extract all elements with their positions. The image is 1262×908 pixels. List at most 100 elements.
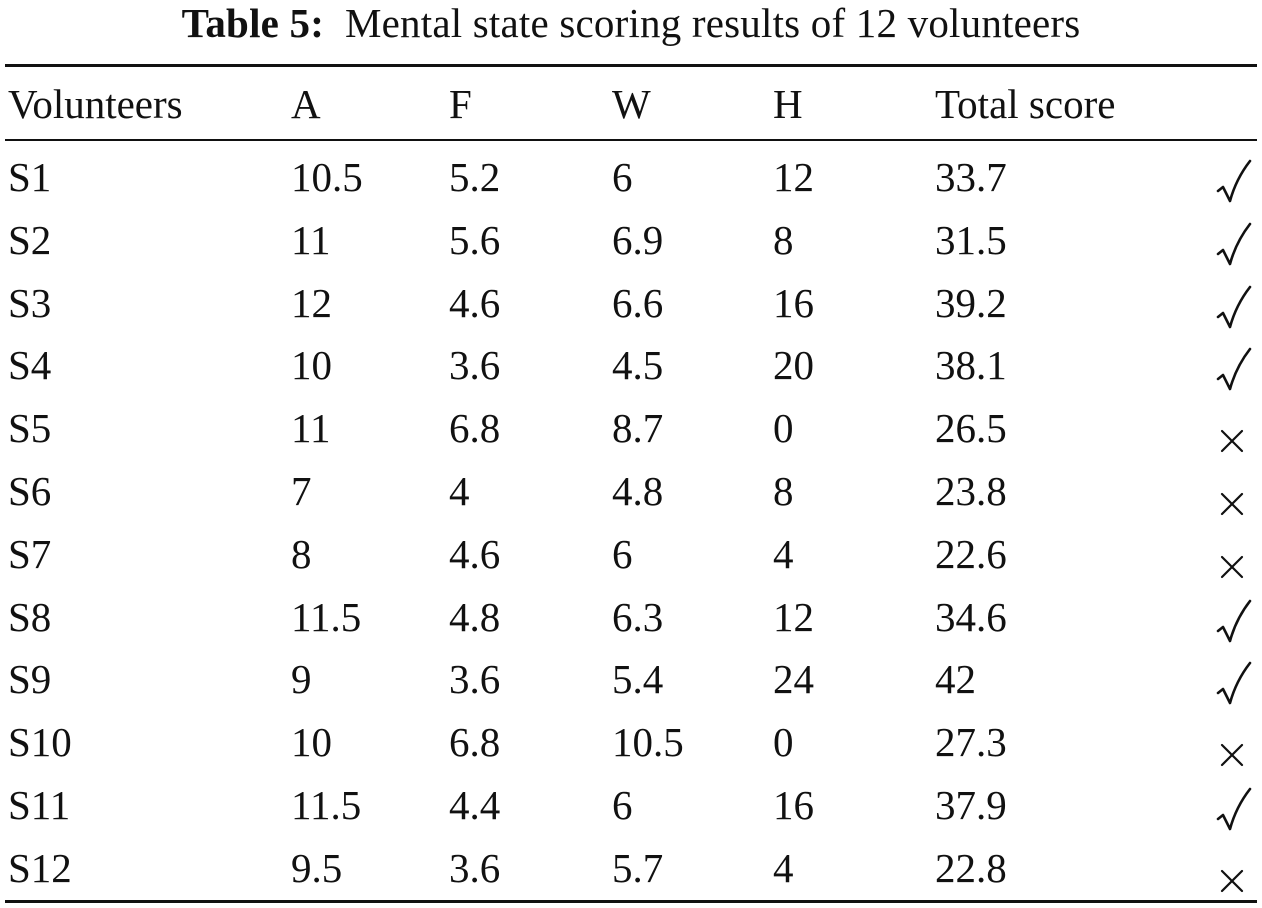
table-row: S12 9.5 3.6 5.7 4 22.8 <box>0 836 1262 900</box>
cell-volunteer: S6 <box>8 468 52 514</box>
cell-a: 8 <box>291 530 312 577</box>
cell-a: 11 <box>291 216 331 263</box>
check-mark-icon <box>1212 773 1252 837</box>
cell-a: 11 <box>291 405 331 452</box>
cell-f: 4.6 <box>449 530 501 577</box>
cell-f: 3.6 <box>449 844 501 891</box>
table-row: S4 10 3.6 4.5 20 38.1 <box>0 333 1262 397</box>
cell-w: 6 <box>612 782 633 828</box>
table-row: S5 11 6.8 8.7 0 26.5 <box>0 396 1262 460</box>
table-top-rule <box>5 64 1257 67</box>
cell-volunteer: S9 <box>8 656 52 703</box>
table-caption-label: Table 5: <box>181 0 325 46</box>
cell-h: 8 <box>773 468 794 514</box>
cell-f: 5.2 <box>449 154 501 200</box>
cell-a: 10.5 <box>291 154 363 200</box>
cell-a: 9.5 <box>291 844 343 891</box>
cell-total-score: 31.5 <box>935 216 1007 263</box>
cell-w: 6.9 <box>612 216 664 263</box>
table-header-rule <box>5 139 1257 141</box>
cell-f: 6.8 <box>449 405 501 452</box>
cell-f: 6.8 <box>449 719 501 766</box>
cell-w: 4.5 <box>612 342 664 389</box>
cell-a: 11.5 <box>291 782 362 828</box>
cell-a: 12 <box>291 279 332 326</box>
check-mark-icon <box>1212 145 1252 209</box>
table-row: S8 11.5 4.8 6.3 12 34.6 <box>0 585 1262 649</box>
cell-h: 8 <box>773 216 794 263</box>
table-row: S2 11 5.6 6.9 8 31.5 <box>0 208 1262 272</box>
cell-volunteer: S10 <box>8 719 72 766</box>
cell-a: 10 <box>291 342 332 389</box>
table-row: S3 12 4.6 6.6 16 39.2 <box>0 271 1262 335</box>
cell-total-score: 26.5 <box>935 405 1007 452</box>
cell-total-score: 42 <box>935 656 976 703</box>
cell-w: 10.5 <box>612 719 684 766</box>
cell-volunteer: S1 <box>8 154 52 200</box>
cell-total-score: 22.6 <box>935 530 1007 577</box>
check-mark-icon <box>1212 585 1252 649</box>
cell-total-score: 37.9 <box>935 782 1007 828</box>
cell-h: 16 <box>773 279 814 326</box>
cell-total-score: 23.8 <box>935 468 1007 514</box>
cell-total-score: 33.7 <box>935 154 1007 200</box>
cross-mark-icon <box>1212 710 1252 774</box>
cell-h: 0 <box>773 405 794 452</box>
cell-total-score: 27.3 <box>935 719 1007 766</box>
header-a: A <box>291 81 321 127</box>
cell-f: 4.8 <box>449 593 501 640</box>
table-row: S6 7 4 4.8 8 23.8 <box>0 459 1262 523</box>
cell-h: 24 <box>773 656 814 703</box>
table-row: S11 11.5 4.4 6 16 37.9 <box>0 773 1262 837</box>
header-total-score: Total score <box>935 81 1116 127</box>
cross-mark-icon <box>1212 836 1252 900</box>
cell-volunteer: S8 <box>8 593 52 640</box>
cell-volunteer: S2 <box>8 216 52 263</box>
cell-w: 8.7 <box>612 405 664 452</box>
cell-total-score: 34.6 <box>935 593 1007 640</box>
cell-f: 5.6 <box>449 216 501 263</box>
cell-w: 6.3 <box>612 593 664 640</box>
cell-h: 4 <box>773 530 794 577</box>
cell-f: 3.6 <box>449 342 501 389</box>
cell-volunteer: S4 <box>8 342 52 389</box>
check-mark-icon <box>1212 208 1252 272</box>
header-volunteers: Volunteers <box>8 81 183 127</box>
cell-f: 4.4 <box>449 782 501 828</box>
check-mark-icon <box>1212 647 1252 711</box>
cell-h: 20 <box>773 342 814 389</box>
cross-mark-icon <box>1212 459 1252 523</box>
header-w: W <box>612 81 651 127</box>
cell-a: 10 <box>291 719 332 766</box>
cell-w: 5.4 <box>612 656 664 703</box>
cell-f: 3.6 <box>449 656 501 703</box>
cell-a: 9 <box>291 656 312 703</box>
cell-f: 4.6 <box>449 279 501 326</box>
cell-total-score: 38.1 <box>935 342 1007 389</box>
cell-volunteer: S5 <box>8 405 52 452</box>
cell-h: 0 <box>773 719 794 766</box>
header-f: F <box>449 81 472 127</box>
cell-w: 5.7 <box>612 844 664 891</box>
cell-w: 6 <box>612 154 633 200</box>
cell-h: 12 <box>773 154 814 200</box>
cell-volunteer: S7 <box>8 530 52 577</box>
cell-w: 6 <box>612 530 633 577</box>
check-mark-icon <box>1212 271 1252 335</box>
table-bottom-rule <box>5 900 1257 903</box>
cross-mark-icon <box>1212 522 1252 586</box>
cell-volunteer: S12 <box>8 844 72 891</box>
cell-total-score: 39.2 <box>935 279 1007 326</box>
table-header-row: Volunteers A F W H Total score <box>0 72 1262 136</box>
cross-mark-icon <box>1212 396 1252 460</box>
table-caption-text: Mental state scoring results of 12 volun… <box>344 0 1081 46</box>
cell-a: 7 <box>291 468 312 514</box>
cell-w: 4.8 <box>612 468 664 514</box>
cell-total-score: 22.8 <box>935 844 1007 891</box>
cell-volunteer: S3 <box>8 279 52 326</box>
cell-a: 11.5 <box>291 593 362 640</box>
cell-w: 6.6 <box>612 279 664 326</box>
table-row: S1 10.5 5.2 6 12 33.7 <box>0 145 1262 209</box>
cell-h: 16 <box>773 782 814 828</box>
header-h: H <box>773 81 803 127</box>
